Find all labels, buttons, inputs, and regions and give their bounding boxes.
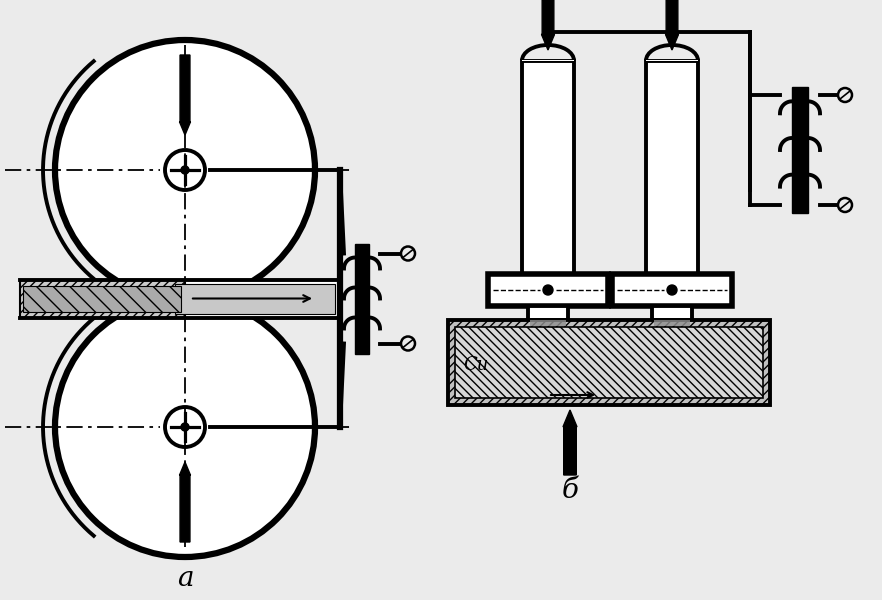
- Bar: [355, 244, 369, 353]
- Bar: [175, 283, 335, 313]
- Text: a: a: [176, 565, 193, 592]
- Bar: [522, 61, 574, 305]
- Polygon shape: [180, 55, 191, 135]
- Bar: [20, 280, 185, 317]
- Bar: [528, 306, 568, 320]
- Circle shape: [55, 40, 315, 300]
- Polygon shape: [530, 320, 566, 326]
- Polygon shape: [522, 59, 574, 61]
- Polygon shape: [180, 462, 191, 542]
- Bar: [792, 87, 808, 213]
- Bar: [646, 61, 698, 305]
- Polygon shape: [666, 0, 678, 50]
- Text: Cu: Cu: [463, 356, 489, 374]
- Bar: [652, 306, 692, 320]
- Circle shape: [543, 285, 553, 295]
- Circle shape: [667, 285, 677, 295]
- Bar: [488, 274, 608, 306]
- Polygon shape: [654, 320, 690, 326]
- Polygon shape: [563, 410, 577, 475]
- Bar: [448, 320, 770, 405]
- Text: б: б: [562, 476, 579, 503]
- Bar: [612, 274, 732, 306]
- Circle shape: [55, 297, 315, 557]
- Bar: [23, 286, 181, 311]
- Polygon shape: [646, 59, 698, 61]
- Circle shape: [181, 423, 189, 431]
- Polygon shape: [542, 0, 555, 50]
- Circle shape: [181, 166, 189, 174]
- Bar: [455, 327, 763, 398]
- Bar: [20, 280, 340, 317]
